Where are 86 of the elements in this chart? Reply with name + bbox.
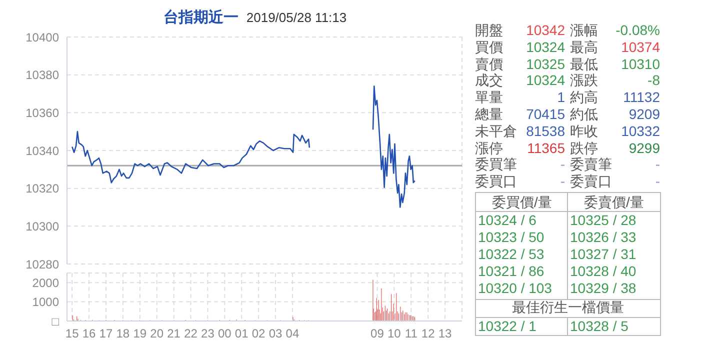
category-label: 最低 <box>570 56 598 73</box>
text: 10374 <box>621 38 660 55</box>
category-label: 未平倉 <box>475 122 517 140</box>
text: 10328 / 5 <box>570 318 630 335</box>
category-label: 漲跌 <box>570 72 598 90</box>
text: - <box>655 156 660 172</box>
text: 70415 <box>526 106 565 122</box>
category-label: 總量 <box>475 106 503 123</box>
x-tick-label: 10 <box>388 326 402 341</box>
x-tick-label: 20 <box>150 326 164 341</box>
x-tick-label: 00 <box>218 326 232 341</box>
text: - <box>560 173 565 190</box>
text: - <box>655 173 660 190</box>
x-tick-label: 15 <box>65 326 80 341</box>
text: 10322 / 1 <box>478 318 538 335</box>
x-tick-label: 04 <box>286 326 300 341</box>
text: 9299 <box>628 140 660 156</box>
chart-title: 台指期近一 <box>163 9 238 26</box>
y-tick-label: 10300 <box>26 219 60 234</box>
category-label: 最高 <box>570 38 598 56</box>
text: 9209 <box>628 106 660 122</box>
text: 10329 / 38 <box>570 280 638 297</box>
text: 10310 <box>621 56 660 72</box>
text: 11365 <box>527 140 565 156</box>
x-tick-label: 19 <box>133 326 147 341</box>
x-tick-label: 21 <box>167 326 181 341</box>
x-tick-label: 18 <box>116 326 130 341</box>
category-label: 漲幅 <box>570 22 598 39</box>
category-label: 開盤 <box>475 22 503 39</box>
y-tick-label: 2000 <box>32 276 60 290</box>
category-label: 約高 <box>570 89 598 106</box>
text: -0.08% <box>616 22 660 38</box>
y-tick-label: □ <box>52 314 60 328</box>
category-label: 委買價/量 <box>491 193 553 211</box>
x-tick-label: 11 <box>404 326 418 341</box>
x-tick-label: 03 <box>268 326 283 341</box>
y-tick-label: 10280 <box>26 257 60 272</box>
y-tick-label: 1000 <box>32 295 60 310</box>
text: 1 <box>557 89 565 106</box>
text: 10325 <box>526 56 565 72</box>
x-tick-label: 12 <box>421 326 436 341</box>
category-label: 成交 <box>475 72 503 90</box>
category-label: 委賣口 <box>570 173 612 190</box>
text: -8 <box>648 72 660 88</box>
x-tick-label: 01 <box>234 326 249 341</box>
y-tick-label: 10380 <box>26 68 60 82</box>
text: 10328 / 40 <box>570 263 638 280</box>
text: 10324 / 6 <box>478 212 538 229</box>
text: 10320 / 103 <box>478 280 553 297</box>
category-label: 賣價 <box>475 56 503 73</box>
text: 10327 / 31 <box>570 246 638 263</box>
x-tick-label: 16 <box>82 326 96 341</box>
category-label: 昨收 <box>570 122 598 140</box>
text: 10332 <box>621 122 660 139</box>
text: 10324 <box>526 72 565 88</box>
chart-subtitle: 2019/05/28 11:13 <box>246 10 347 25</box>
category-label: 委賣筆 <box>570 156 612 174</box>
text: 10326 / 33 <box>570 229 638 246</box>
category-label: 委買筆 <box>475 156 517 174</box>
y-tick-label: 10320 <box>26 182 60 196</box>
category-label: 跌停 <box>570 140 598 157</box>
category-label: 委買口 <box>475 173 517 190</box>
text: 81538 <box>526 122 565 139</box>
text: 10323 / 50 <box>478 229 546 246</box>
category-label: 委賣價/量 <box>583 193 645 211</box>
x-tick-label: 09 <box>370 326 384 341</box>
x-tick-label: 13 <box>438 326 452 341</box>
y-tick-label: 10400 <box>26 30 60 44</box>
text: 10324 <box>526 38 565 55</box>
category-label: 單量 <box>475 89 503 106</box>
text: 10321 / 86 <box>478 263 546 280</box>
category-label: 漲停 <box>475 140 503 157</box>
text: - <box>560 156 565 172</box>
x-tick-label: 02 <box>252 326 266 341</box>
y-tick-label: 10360 <box>26 106 60 120</box>
x-tick-label: 23 <box>201 326 215 341</box>
text: 10342 <box>526 22 565 38</box>
y-tick-label: 10340 <box>26 144 60 158</box>
x-tick-label: 22 <box>184 326 198 341</box>
text: 10325 / 28 <box>570 212 638 229</box>
category-label: 約低 <box>570 106 598 123</box>
text: 10322 / 53 <box>478 246 546 263</box>
category-label: 買價 <box>475 38 503 56</box>
x-tick-label: 17 <box>99 326 113 341</box>
text: 11132 <box>623 89 660 106</box>
text: 最佳衍生一檔價量 <box>511 299 625 316</box>
